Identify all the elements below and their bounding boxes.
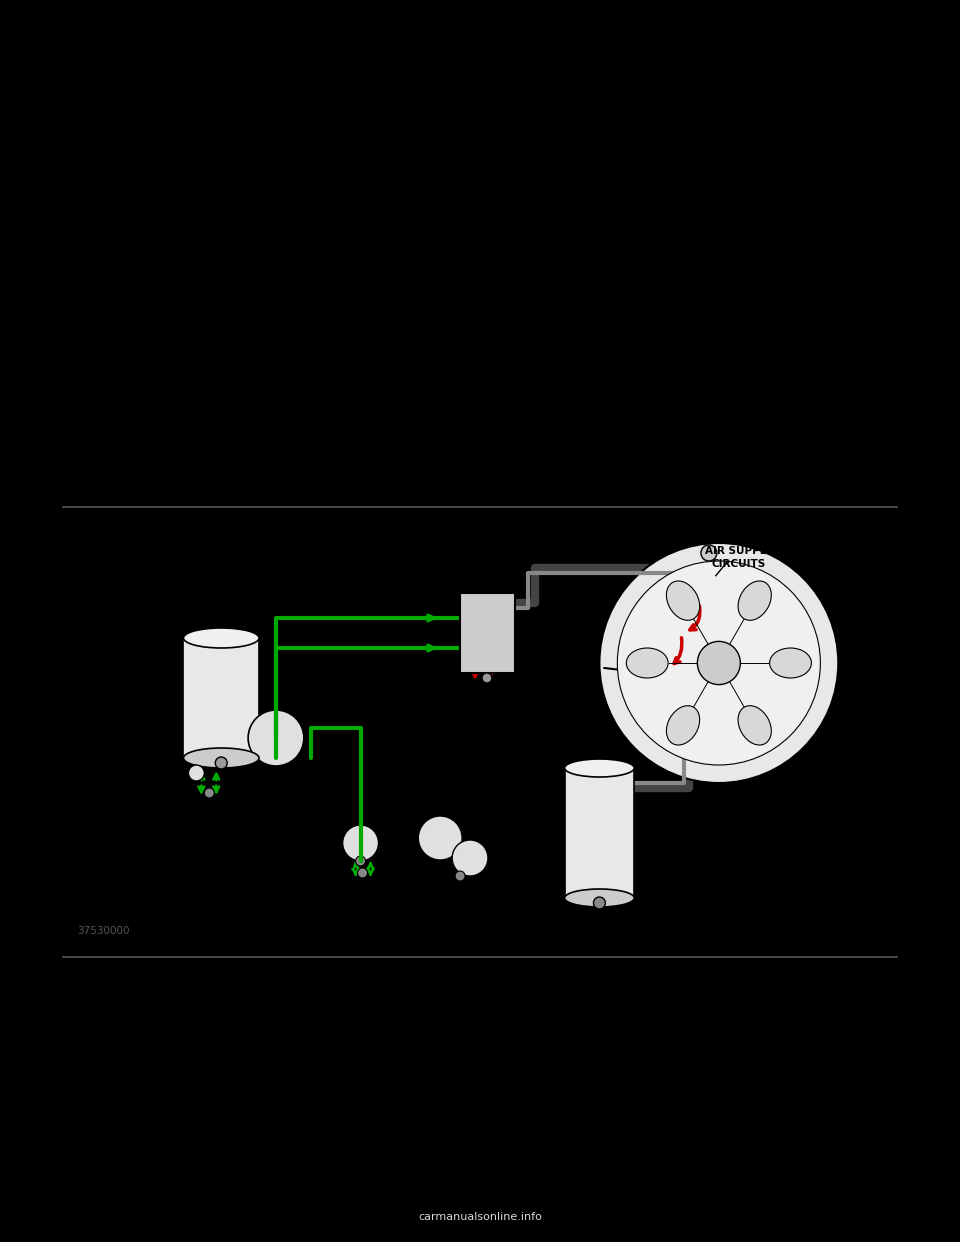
Circle shape [343, 825, 378, 861]
Circle shape [248, 710, 304, 766]
Text: AIR SUPPLY: AIR SUPPLY [706, 546, 773, 556]
Ellipse shape [183, 748, 259, 768]
Bar [183, 638, 259, 758]
Circle shape [215, 758, 228, 769]
Text: Individual control of the rear wheels is possible: Individual control of the rear wheels is… [125, 195, 420, 207]
Text: •: • [95, 235, 104, 248]
Ellipse shape [564, 759, 635, 777]
Text: 1 LITER AIR: 1 LITER AIR [193, 546, 260, 556]
Text: carmanualsonline.info: carmanualsonline.info [418, 1212, 542, 1222]
Ellipse shape [738, 705, 771, 745]
Circle shape [482, 673, 492, 683]
Text: •: • [95, 272, 104, 287]
Ellipse shape [666, 581, 700, 620]
Circle shape [419, 816, 462, 859]
Text: CONTROL: CONTROL [447, 546, 503, 556]
Ellipse shape [770, 648, 811, 678]
Text: SYSTEM: SYSTEM [685, 872, 732, 882]
Circle shape [204, 787, 214, 799]
Text: MODULE: MODULE [450, 559, 500, 569]
Text: RESERVOIRS: RESERVOIRS [189, 559, 263, 569]
Bar [564, 768, 635, 898]
Circle shape [593, 897, 606, 909]
Text: An uneven load is identified and compensated for: An uneven load is identified and compens… [125, 215, 438, 227]
Text: Overview of EHC Control System: Overview of EHC Control System [79, 91, 372, 107]
Circle shape [599, 543, 838, 782]
Circle shape [188, 765, 204, 781]
Text: system offers the following advantages:: system offers the following advantages: [79, 133, 330, 147]
Text: AIR SUPPLY: AIR SUPPLY [675, 859, 742, 869]
Text: REAR AXLE LEVEL: REAR AXLE LEVEL [249, 883, 352, 893]
Circle shape [455, 871, 465, 881]
Text: hydraulic pump system as per previous self leveling systems).: hydraulic pump system as per previous se… [125, 174, 516, 186]
Ellipse shape [666, 705, 700, 745]
Text: •: • [95, 155, 104, 169]
Text: ENCAPSULATED: ENCAPSULATED [663, 848, 755, 858]
Text: •: • [95, 252, 104, 267]
Ellipse shape [738, 581, 771, 620]
Text: The system is diagnosable using the DIS or MoDiC: The system is diagnosable using the DIS … [125, 272, 440, 286]
Ellipse shape [183, 628, 259, 648]
Text: AIR SPRINGS WITH: AIR SPRINGS WITH [171, 533, 281, 543]
Ellipse shape [626, 648, 668, 678]
Circle shape [701, 545, 717, 561]
Text: SENSORS (HALL EFFECT): SENSORS (HALL EFFECT) [228, 895, 373, 905]
Text: The control system operates independently from the vehicle’s engine (no engine d: The control system operates independentl… [125, 155, 676, 168]
Text: CIRCUITS: CIRCUITS [711, 559, 766, 569]
Text: The control philosophy of EHC is to "Initiate a control sequence only when neces: The control philosophy of EHC is to "Ini… [79, 119, 648, 133]
Text: Uneven road surfaces are identified and not compensated for: Uneven road surfaces are identified and … [125, 235, 512, 247]
Ellipse shape [564, 889, 635, 907]
Circle shape [357, 868, 368, 878]
Bar [460, 592, 515, 673]
Circle shape [452, 840, 488, 876]
Text: 35: 35 [846, 1054, 873, 1073]
Text: SEPARATE (L/R): SEPARATE (L/R) [693, 533, 784, 543]
Text: 37530000: 37530000 [77, 927, 130, 936]
Circle shape [617, 561, 821, 765]
Text: The air suspension system consists of the following components:: The air suspension system consists of th… [79, 472, 568, 484]
Text: EHC: EHC [464, 533, 487, 543]
Text: •: • [95, 215, 104, 229]
Text: •: • [95, 195, 104, 209]
Circle shape [355, 856, 366, 866]
Circle shape [697, 641, 740, 684]
Text: Automatic control is interrupted when cornering: Automatic control is interrupted when co… [125, 252, 426, 266]
